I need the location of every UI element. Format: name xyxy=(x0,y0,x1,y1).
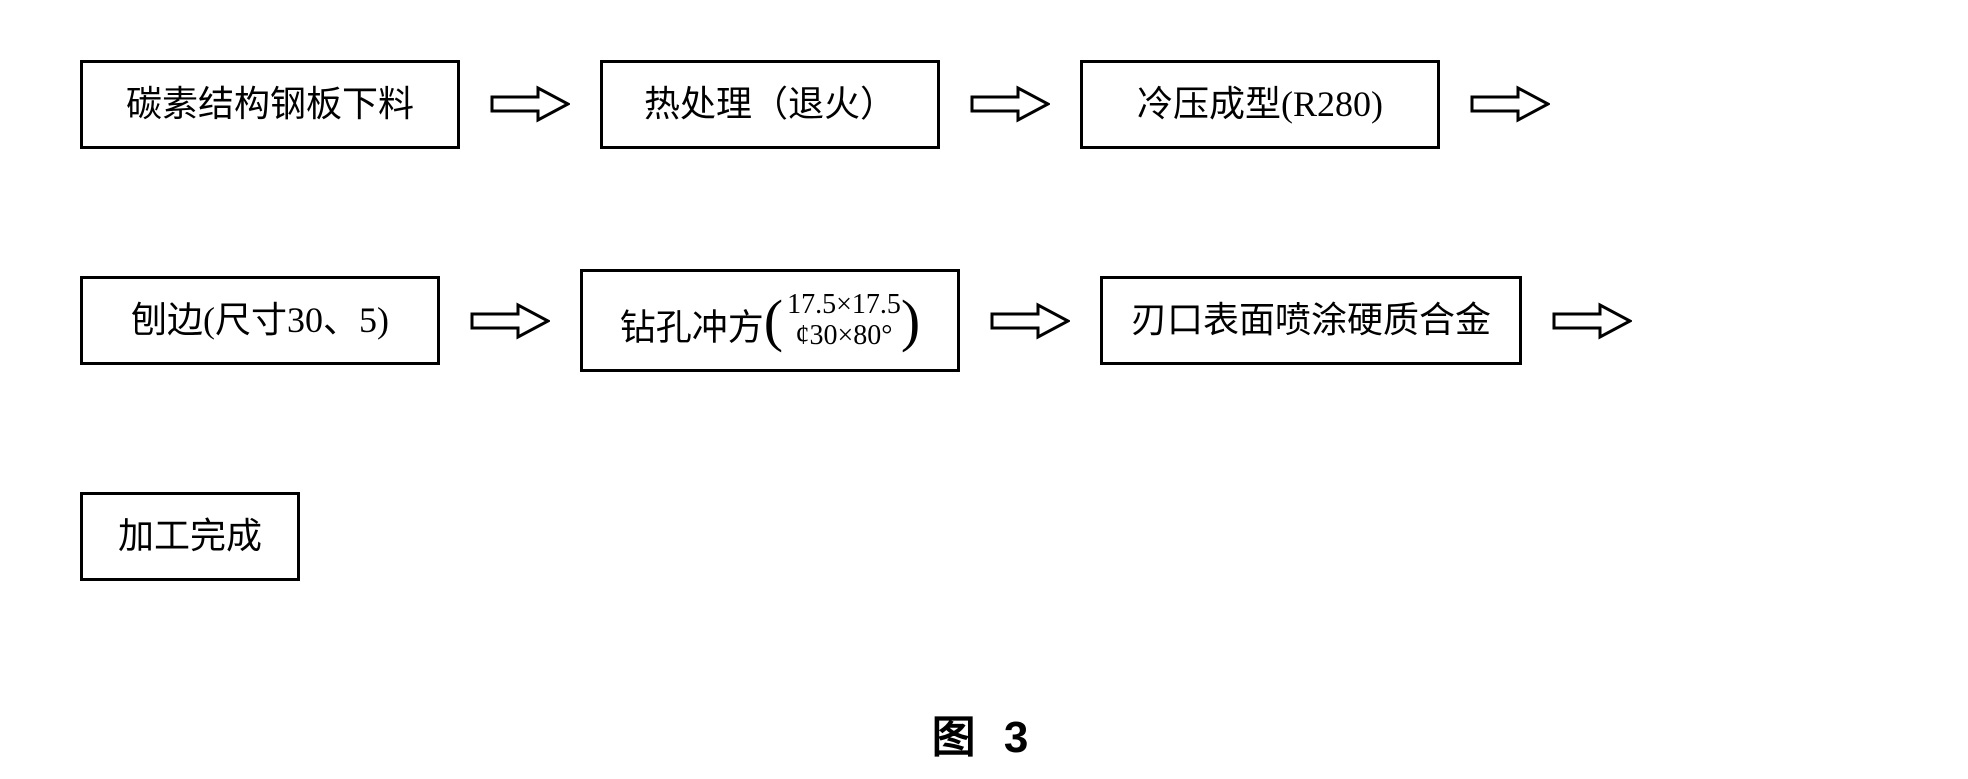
stacked-top: 17.5×17.5 xyxy=(787,290,901,321)
stacked-values: 17.5×17.5¢30×80° xyxy=(787,290,901,352)
figure-label: 图 3 xyxy=(80,701,1888,765)
paren-group: (17.5×17.5¢30×80°) xyxy=(764,290,920,352)
arrow-icon xyxy=(470,301,550,341)
process-box-3: 冷压成型(R280) xyxy=(1080,60,1440,149)
arrow-icon xyxy=(970,84,1050,124)
process-label: 刨边(尺寸30、5) xyxy=(131,297,389,344)
process-box-5: 钻孔冲方(17.5×17.5¢30×80°) xyxy=(580,269,960,373)
stacked-bottom: ¢30×80° xyxy=(787,321,901,352)
process-label: 加工完成 xyxy=(118,513,262,560)
process-box-4: 刨边(尺寸30、5) xyxy=(80,276,440,365)
arrow-icon xyxy=(1470,84,1550,124)
process-box-7: 加工完成 xyxy=(80,492,300,581)
process-box-6: 刃口表面喷涂硬质合金 xyxy=(1100,276,1522,365)
flowchart-row-2: 刨边(尺寸30、5) 钻孔冲方(17.5×17.5¢30×80°) 刃口表面喷涂… xyxy=(80,269,1888,373)
process-label: 热处理（退火） xyxy=(644,81,896,128)
label-prefix: 钻孔冲方 xyxy=(620,308,764,348)
arrow-icon xyxy=(490,84,570,124)
flowchart-row-3: 加工完成 xyxy=(80,492,1888,581)
left-paren: ( xyxy=(764,295,783,347)
process-label: 碳素结构钢板下料 xyxy=(126,81,414,128)
arrow-icon xyxy=(1552,301,1632,341)
process-label: 钻孔冲方(17.5×17.5¢30×80°) xyxy=(620,290,920,352)
process-label: 冷压成型(R280) xyxy=(1137,81,1383,128)
process-label: 刃口表面喷涂硬质合金 xyxy=(1131,297,1491,344)
arrow-icon xyxy=(990,301,1070,341)
process-box-2: 热处理（退火） xyxy=(600,60,940,149)
process-box-1: 碳素结构钢板下料 xyxy=(80,60,460,149)
right-paren: ) xyxy=(901,295,920,347)
flowchart-row-1: 碳素结构钢板下料 热处理（退火） 冷压成型(R280) xyxy=(80,60,1888,149)
